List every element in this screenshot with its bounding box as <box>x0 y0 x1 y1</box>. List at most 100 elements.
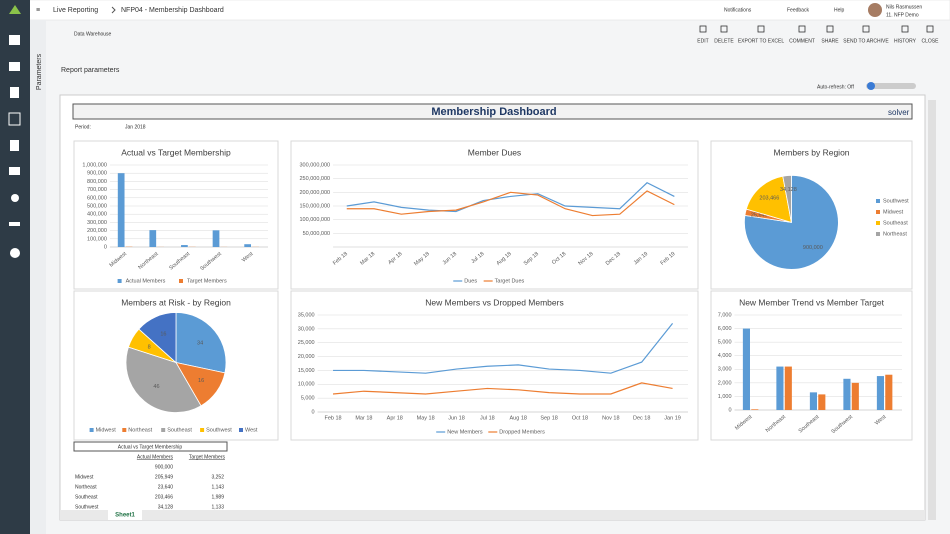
x-tick-label: Jan 19 <box>664 415 681 421</box>
y-tick-label: 5,000 <box>301 396 315 402</box>
clipboard-icon[interactable] <box>10 87 19 98</box>
y-tick-label: 15,000 <box>298 368 315 374</box>
legend-marker <box>122 428 127 432</box>
pie-slice <box>782 174 792 223</box>
toggle-knob[interactable] <box>867 82 875 90</box>
legend-label: West <box>245 427 258 433</box>
report-params[interactable]: Report parameters <box>61 67 120 74</box>
pie-slice <box>175 312 227 374</box>
refresh-toggle[interactable] <box>866 83 916 89</box>
y-tick-label: 4,000 <box>718 353 732 359</box>
bar <box>181 245 188 247</box>
source-select[interactable]: Data Warehouse <box>74 31 112 37</box>
pie-slice <box>138 312 177 364</box>
bar <box>742 328 750 410</box>
org-icon[interactable] <box>11 194 19 202</box>
side-nav <box>0 0 30 534</box>
table-cell: 1,989 <box>211 494 224 500</box>
legend-marker <box>179 279 183 283</box>
legend-label: Target Members <box>187 278 227 284</box>
home-icon[interactable] <box>9 35 20 45</box>
toolbar-button[interactable]: SHARE <box>821 38 839 44</box>
tools-icon[interactable] <box>9 222 20 226</box>
bar <box>117 173 125 247</box>
toolbar-icon[interactable] <box>901 25 909 33</box>
sheet-bar <box>60 510 925 520</box>
users-icon[interactable] <box>9 167 20 175</box>
toolbar-button[interactable]: DELETE <box>714 38 734 44</box>
legend-label: Target Dues <box>495 278 525 284</box>
sidebar-label[interactable]: Parameters <box>36 53 43 90</box>
y-tick-label: 25,000 <box>298 340 315 346</box>
user-name[interactable]: Nils Rasmussen <box>886 4 922 10</box>
x-tick-label: Nov 18 <box>602 415 619 421</box>
y-tick-label: 0 <box>312 409 315 415</box>
breadcrumb-sep <box>111 6 116 14</box>
toolbar-button[interactable]: EXPORT TO EXCEL <box>738 38 785 44</box>
report-icon[interactable] <box>8 112 21 126</box>
top-link[interactable]: Notifications <box>724 7 752 13</box>
y-tick-label: 150,000,000 <box>300 203 331 209</box>
toolbar-icon[interactable] <box>757 25 765 33</box>
toolbar-icon[interactable] <box>720 25 728 33</box>
toolbar-icon[interactable] <box>826 25 834 33</box>
top-link[interactable]: Feedback <box>787 7 809 13</box>
breadcrumb[interactable]: Live Reporting <box>53 7 98 14</box>
user-org: 11. NFP Demo <box>886 12 919 18</box>
toolbar-button[interactable]: SEND TO ARCHIVE <box>843 38 889 44</box>
chart-title: Members at Risk - by Region <box>121 297 231 307</box>
y-tick-label: 35,000 <box>298 312 315 318</box>
y-tick-label: 300,000,000 <box>300 162 331 168</box>
settings-icon[interactable] <box>10 248 20 258</box>
legend-label: Northeast <box>128 427 152 433</box>
toolbar-icon[interactable] <box>798 25 806 33</box>
menu-icon[interactable]: ≡ <box>36 7 40 14</box>
x-tick-label: Feb 18 <box>324 415 341 421</box>
legend-label: Actual Members <box>126 278 166 284</box>
breadcrumb: NFP04 - Membership Dashboard <box>121 7 224 14</box>
toolbar-button[interactable]: COMMENT <box>789 38 815 44</box>
bar <box>885 374 893 410</box>
legend-label: Dropped Members <box>499 429 545 435</box>
toolbar-button[interactable]: EDIT <box>697 38 708 44</box>
bar <box>876 376 884 410</box>
table-cell: 34,128 <box>158 504 174 510</box>
top-link[interactable]: Help <box>834 7 845 13</box>
data-label: 46 <box>153 384 159 390</box>
table-cell: 900,000 <box>155 464 173 470</box>
legend-marker <box>239 428 243 432</box>
y-tick-label: 6,000 <box>718 326 732 332</box>
scrollbar[interactable] <box>928 100 936 520</box>
bar <box>149 230 157 247</box>
avatar[interactable] <box>868 3 882 17</box>
y-tick-label: 200,000 <box>87 228 107 234</box>
toolbar-button[interactable]: HISTORY <box>894 38 917 44</box>
y-tick-label: 500,000 <box>87 203 107 209</box>
line <box>346 190 675 217</box>
bar <box>244 244 252 247</box>
dashboard-icon[interactable] <box>9 62 20 71</box>
legend-marker <box>876 221 880 225</box>
table-cell: 3,252 <box>211 474 224 480</box>
calc-icon[interactable] <box>10 140 19 151</box>
y-tick-label: 50,000,000 <box>303 231 331 237</box>
table-cell: Midwest <box>75 474 94 480</box>
y-tick-label: 200,000,000 <box>300 190 331 196</box>
table-header: Actual Members <box>137 454 174 460</box>
sheet-tab[interactable] <box>108 510 142 520</box>
legend-marker <box>161 428 166 432</box>
toolbar-icon[interactable] <box>699 25 707 33</box>
toolbar-button[interactable]: CLOSE <box>922 38 940 44</box>
toolbar-icon[interactable] <box>926 25 934 33</box>
sheet-tab-label[interactable]: Sheet1 <box>115 513 135 519</box>
data-label: 8 <box>148 344 151 350</box>
toolbar-icon[interactable] <box>862 25 870 33</box>
x-tick-label: Jun 18 <box>448 415 465 421</box>
y-tick-label: 2,000 <box>718 380 732 386</box>
table-header: Target Members <box>189 454 226 460</box>
table-cell: 205,949 <box>155 474 173 480</box>
chart-frame <box>290 140 699 290</box>
x-tick-label: Sep 18 <box>540 415 557 421</box>
